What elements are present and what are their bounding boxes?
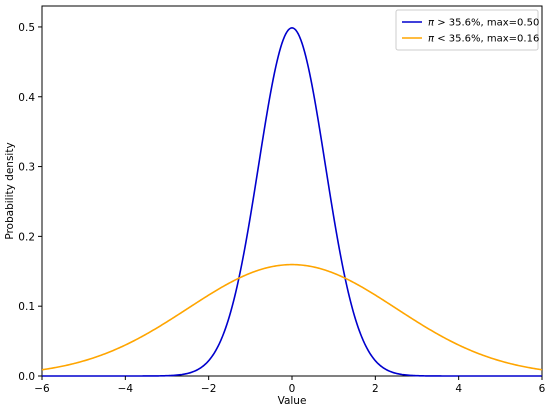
plot-frame [41,5,543,377]
y-tick-label: 0.3 [18,162,35,174]
y-tick-label: 0.0 [18,371,35,383]
y-axis-ticks: 0.0 0.1 0.2 0.3 0.4 0.5 [18,22,42,383]
series-layer [41,27,543,377]
series-line-1 [42,27,542,377]
legend-label-text: > 35.6%, max=0.50 [434,18,539,29]
legend-box [395,9,539,51]
x-tick-label: −6 [34,383,50,395]
legend-pi-symbol: π [428,34,435,45]
y-tick-label: 0.4 [18,92,35,104]
y-axis-label: Probability density [4,142,16,239]
x-tick-label: 2 [372,383,379,395]
y-tick-label: 0.1 [18,301,35,313]
x-tick-label: 0 [289,383,296,395]
x-tick-label: −2 [201,383,216,395]
x-tick-label: 4 [455,383,462,395]
legend-pi-symbol: π [428,18,435,29]
legend-label-1: π > 35.6%, max=0.50 [428,18,539,29]
x-axis-ticks: −6 −4 −2 0 2 4 6 [34,376,546,395]
x-tick-label: −4 [118,383,134,395]
x-axis-label: Value [278,395,307,407]
y-tick-label: 0.5 [18,22,35,34]
plot-area [41,5,543,377]
series-line-2 [41,263,543,371]
x-tick-label: 6 [539,383,546,395]
y-tick-label: 0.2 [18,231,35,243]
legend-label-text: < 35.6%, max=0.16 [434,34,539,45]
legend: π > 35.6%, max=0.50π < 35.6%, max=0.16 [395,9,539,51]
legend-label-2: π < 35.6%, max=0.16 [428,34,539,45]
